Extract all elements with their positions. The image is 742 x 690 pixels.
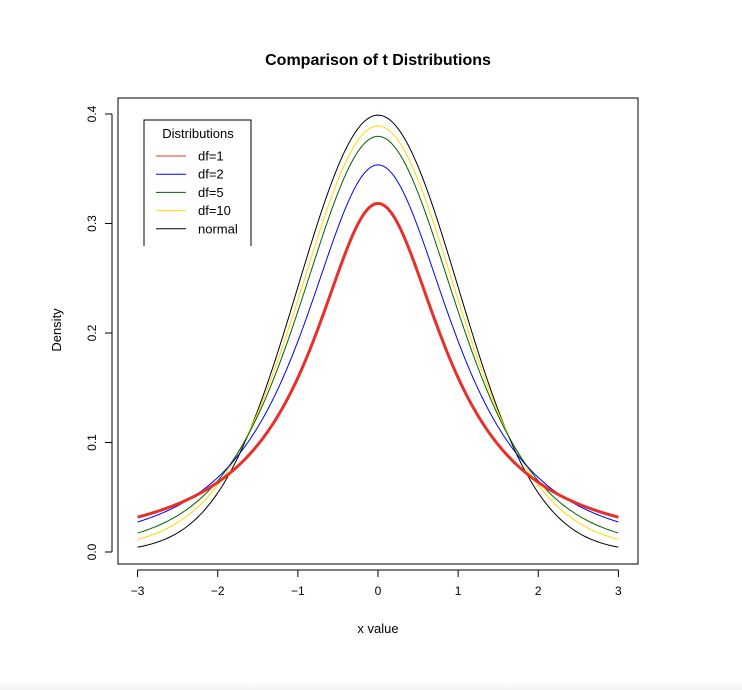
y-tick-label: 0.0 xyxy=(85,543,99,560)
legend-border xyxy=(143,119,252,246)
series-line-df-1 xyxy=(137,201,619,519)
y-axis-label: Density xyxy=(49,308,64,352)
plot-frame xyxy=(117,97,639,565)
series-line-normal xyxy=(137,114,619,548)
x-axis: −3 −2 −1 0 1 2 3 xyxy=(131,569,622,598)
series-curves xyxy=(137,114,619,548)
legend-label: df=10 xyxy=(198,203,231,218)
legend-label: df=2 xyxy=(198,167,224,182)
x-tick-label: 1 xyxy=(455,584,462,598)
x-tick-label: 0 xyxy=(375,584,382,598)
y-axis: 0.0 0.1 0.2 0.3 0.4 xyxy=(85,105,113,560)
x-axis-label: x value xyxy=(357,621,398,636)
bottom-edge xyxy=(0,682,742,690)
x-tick-label: −2 xyxy=(211,584,225,598)
legend-label: df=1 xyxy=(198,149,224,164)
legend-title: Distributions xyxy=(162,126,234,141)
y-tick-label: 0.4 xyxy=(85,105,99,122)
legend-label: df=5 xyxy=(198,185,224,200)
chart-title: Comparison of t Distributions xyxy=(265,52,491,69)
x-tick-label: 2 xyxy=(535,584,542,598)
series-line-df-10 xyxy=(137,125,619,541)
legend: Distributions df=1 df=2 df=5 df=10 normal xyxy=(143,119,252,246)
legend-entries: df=1 df=2 df=5 df=10 normal xyxy=(156,149,238,236)
x-tick-label: 3 xyxy=(615,584,622,598)
y-tick-label: 0.2 xyxy=(85,324,99,341)
legend-label: normal xyxy=(198,221,238,236)
x-tick-label: −3 xyxy=(131,584,145,598)
y-tick-label: 0.1 xyxy=(85,434,99,451)
x-tick-label: −1 xyxy=(291,584,305,598)
series-line-df-2 xyxy=(137,164,619,523)
y-tick-label: 0.3 xyxy=(85,215,99,232)
